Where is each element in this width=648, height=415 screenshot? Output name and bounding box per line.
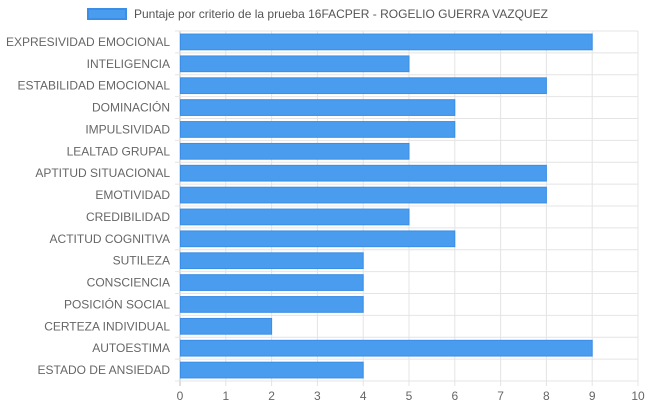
bar[interactable] xyxy=(180,296,364,313)
x-tick-label: 2 xyxy=(268,389,275,403)
bar[interactable] xyxy=(180,186,547,204)
y-category-label: IMPULSIVIDAD xyxy=(85,122,170,136)
x-tick-label: 0 xyxy=(177,389,184,403)
x-tick-label: 7 xyxy=(497,389,504,403)
y-category-label: ESTADO DE ANSIEDAD xyxy=(38,363,171,377)
x-tick-label: 6 xyxy=(451,389,458,403)
y-category-label: SUTILEZA xyxy=(113,254,170,268)
y-category-label: EXPRESIVIDAD EMOCIONAL xyxy=(6,35,170,49)
legend-label: Puntaje por criterio de la prueba 16FACP… xyxy=(134,7,548,21)
y-category-label: EMOTIVIDAD xyxy=(95,188,170,202)
x-tick-label: 1 xyxy=(222,389,229,403)
y-category-label: ACTITUD COGNITIVA xyxy=(50,232,170,246)
bar[interactable] xyxy=(180,77,547,95)
bar[interactable] xyxy=(180,274,364,291)
bar[interactable] xyxy=(180,33,593,51)
bar[interactable] xyxy=(180,142,410,160)
y-category-label: CONSCIENCIA xyxy=(87,276,170,290)
x-tick-label: 3 xyxy=(314,389,321,403)
y-category-label: POSICIÓN SOCIAL xyxy=(64,296,170,311)
bar[interactable] xyxy=(180,252,364,270)
y-category-label: AUTOESTIMA xyxy=(92,341,170,355)
y-category-label: CREDIBILIDAD xyxy=(86,210,170,224)
bar[interactable] xyxy=(180,208,410,226)
y-category-label: CERTEZA INDIVIDUAL xyxy=(44,319,170,333)
x-tick-label: 4 xyxy=(360,389,367,403)
y-category-label: APTITUD SITUACIONAL xyxy=(35,166,170,180)
bar[interactable] xyxy=(180,164,547,182)
x-tick-label: 8 xyxy=(543,389,550,403)
y-category-label: ESTABILIDAD EMOCIONAL xyxy=(18,79,171,93)
legend-swatch[interactable] xyxy=(87,8,127,20)
x-tick-label: 10 xyxy=(631,389,645,403)
x-tick-label: 9 xyxy=(589,389,596,403)
y-category-label: DOMINACIÓN xyxy=(92,100,170,115)
bar[interactable] xyxy=(180,361,364,379)
bar[interactable] xyxy=(180,339,593,357)
y-category-label: LEALTAD GRUPAL xyxy=(67,144,171,158)
x-tick-label: 5 xyxy=(406,389,413,403)
bar[interactable] xyxy=(180,55,410,73)
bar[interactable] xyxy=(180,121,456,138)
bar[interactable] xyxy=(180,317,273,335)
bar[interactable] xyxy=(180,230,456,248)
bar[interactable] xyxy=(180,99,456,116)
y-category-label: INTELIGENCIA xyxy=(87,57,170,71)
